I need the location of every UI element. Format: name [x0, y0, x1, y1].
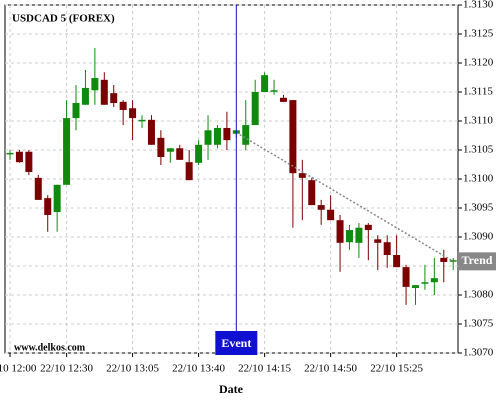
- candle-body: [402, 267, 410, 287]
- candle-body: [166, 148, 174, 152]
- y-tick-label: 1.3070: [463, 347, 494, 359]
- candle-body: [110, 93, 118, 104]
- candle-body: [63, 118, 71, 185]
- candle-body: [15, 151, 23, 163]
- candle-body: [138, 119, 146, 122]
- y-tick-label: 1.3100: [463, 173, 494, 185]
- candle-body: [261, 75, 269, 92]
- candle-body: [223, 127, 231, 141]
- candle-body: [393, 254, 401, 268]
- candle-body: [81, 87, 89, 105]
- candle-body: [129, 108, 137, 119]
- candle-body: [421, 282, 429, 284]
- candle-body: [34, 177, 42, 200]
- candle-body: [336, 220, 344, 243]
- candle-body: [383, 242, 391, 255]
- trend-label: Trend: [462, 253, 493, 267]
- x-tick-label: 22/10 12:00: [0, 363, 37, 375]
- candle-body: [25, 151, 33, 173]
- x-tick-label: 22/10 13:05: [106, 363, 159, 375]
- x-tick-label: 22/10 12:30: [40, 363, 93, 375]
- candle-body: [251, 92, 259, 126]
- x-axis-label: Date: [219, 382, 244, 396]
- chart-title: USDCAD 5 (FOREX): [12, 13, 115, 25]
- candle-body: [72, 103, 80, 119]
- candle-body: [6, 152, 14, 155]
- event-label: Event: [221, 336, 251, 350]
- candle-body: [176, 148, 184, 160]
- candle-body: [53, 184, 61, 213]
- candle-body: [289, 100, 297, 174]
- candle-body: [355, 227, 363, 243]
- y-tick-label: 1.3120: [463, 57, 494, 69]
- y-tick-label: 1.3080: [463, 289, 494, 301]
- candle-body: [157, 137, 165, 157]
- candle-body: [440, 257, 448, 262]
- candle-body: [364, 224, 372, 231]
- candle-body: [308, 180, 316, 206]
- y-tick-label: 1.3075: [463, 318, 494, 330]
- candle-body: [345, 230, 353, 243]
- y-tick-label: 1.3130: [463, 0, 494, 11]
- x-tick-label: 22/10 13:40: [172, 363, 225, 375]
- y-tick-label: 1.3115: [463, 86, 493, 98]
- candle-body: [195, 144, 203, 163]
- trend-line: [235, 131, 454, 263]
- candle-body: [119, 101, 127, 110]
- y-tick-label: 1.3125: [463, 28, 494, 40]
- candle-body: [44, 198, 52, 215]
- candle-body: [213, 127, 221, 145]
- y-tick-label: 1.3090: [463, 231, 494, 243]
- candle-body: [327, 209, 335, 221]
- event-label-box: [215, 331, 258, 355]
- candle-body: [430, 278, 438, 283]
- candle-body: [374, 239, 382, 243]
- candle-body: [242, 125, 250, 145]
- x-tick-label: 22/10 14:50: [304, 363, 357, 375]
- candle-body: [270, 90, 278, 92]
- candle-body: [204, 130, 212, 145]
- watermark: www.delkos.com: [14, 342, 86, 353]
- candle-body: [147, 119, 155, 145]
- candle-body: [100, 79, 108, 105]
- candle-body: [411, 285, 419, 289]
- y-tick-label: 1.3110: [463, 115, 493, 127]
- candle-body: [279, 97, 287, 102]
- y-tick-label: 1.3105: [463, 144, 494, 156]
- trend-label-box: [458, 252, 496, 271]
- candle-body: [185, 162, 193, 181]
- candle-body: [298, 173, 306, 178]
- y-tick-label: 1.3095: [463, 202, 494, 214]
- x-tick-label: 22/10 15:25: [370, 363, 423, 375]
- candle-body: [91, 78, 99, 91]
- candle-body: [317, 205, 325, 210]
- x-tick-label: 22/10 14:15: [238, 363, 291, 375]
